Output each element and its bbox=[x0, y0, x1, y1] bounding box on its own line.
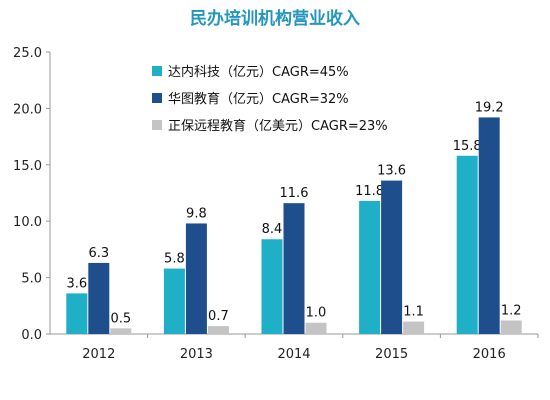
y-tick-label: 20.0 bbox=[13, 102, 42, 117]
x-tick-label: 2012 bbox=[82, 347, 115, 362]
data-label: 9.8 bbox=[186, 206, 207, 221]
data-label: 11.6 bbox=[280, 186, 309, 201]
bar-2014-series-0 bbox=[261, 239, 283, 334]
data-label: 6.3 bbox=[88, 246, 109, 261]
data-label: 3.6 bbox=[66, 276, 87, 291]
bar-2013-series-0 bbox=[163, 268, 185, 334]
x-tick-label: 2015 bbox=[375, 347, 408, 362]
legend-label: 正保远程教育（亿美元）CAGR=23% bbox=[168, 118, 388, 134]
data-label: 19.2 bbox=[475, 100, 504, 115]
x-tick-label: 2013 bbox=[180, 347, 213, 362]
chart-title: 民办培训机构营业收入 bbox=[190, 9, 360, 29]
data-label: 1.2 bbox=[501, 303, 522, 318]
bar-2012-series-2 bbox=[110, 328, 132, 334]
legend-label: 华图教育（亿元）CAGR=32% bbox=[168, 91, 349, 107]
legend-swatch-series-0 bbox=[152, 66, 162, 76]
y-tick-label: 10.0 bbox=[13, 215, 42, 230]
y-tick-label: 0.0 bbox=[21, 328, 42, 343]
data-label: 5.8 bbox=[164, 252, 185, 267]
bar-2015-series-2 bbox=[403, 321, 425, 334]
y-tick-label: 5.0 bbox=[21, 272, 42, 287]
bar-2012-series-0 bbox=[66, 293, 88, 334]
bar-2012-series-1 bbox=[88, 262, 110, 334]
x-tick-label: 2014 bbox=[277, 347, 310, 362]
data-label: 0.5 bbox=[110, 311, 131, 326]
data-label: 8.4 bbox=[262, 222, 283, 237]
y-tick-label: 15.0 bbox=[13, 159, 42, 174]
bar-2015-series-1 bbox=[381, 180, 403, 334]
legend-swatch-series-1 bbox=[152, 93, 162, 103]
data-label: 15.8 bbox=[453, 139, 482, 154]
x-tick-label: 2016 bbox=[473, 347, 506, 362]
bar-2016-series-0 bbox=[456, 155, 478, 334]
bar-2014-series-1 bbox=[283, 203, 305, 334]
bar-2013-series-1 bbox=[185, 223, 207, 334]
bar-2016-series-2 bbox=[500, 320, 522, 334]
data-label: 0.7 bbox=[208, 309, 229, 324]
data-label: 1.0 bbox=[306, 306, 327, 321]
bar-2016-series-1 bbox=[478, 117, 500, 334]
data-label: 13.6 bbox=[377, 164, 406, 179]
legend-swatch-series-2 bbox=[152, 120, 162, 130]
legend-label: 达内科技（亿元）CAGR=45% bbox=[168, 64, 349, 80]
bar-2014-series-2 bbox=[305, 322, 327, 334]
bar-2013-series-2 bbox=[207, 326, 229, 334]
data-label: 11.8 bbox=[355, 184, 384, 199]
data-label: 1.1 bbox=[403, 305, 424, 320]
y-tick-label: 25.0 bbox=[13, 46, 42, 61]
bar-2015-series-0 bbox=[359, 200, 381, 334]
